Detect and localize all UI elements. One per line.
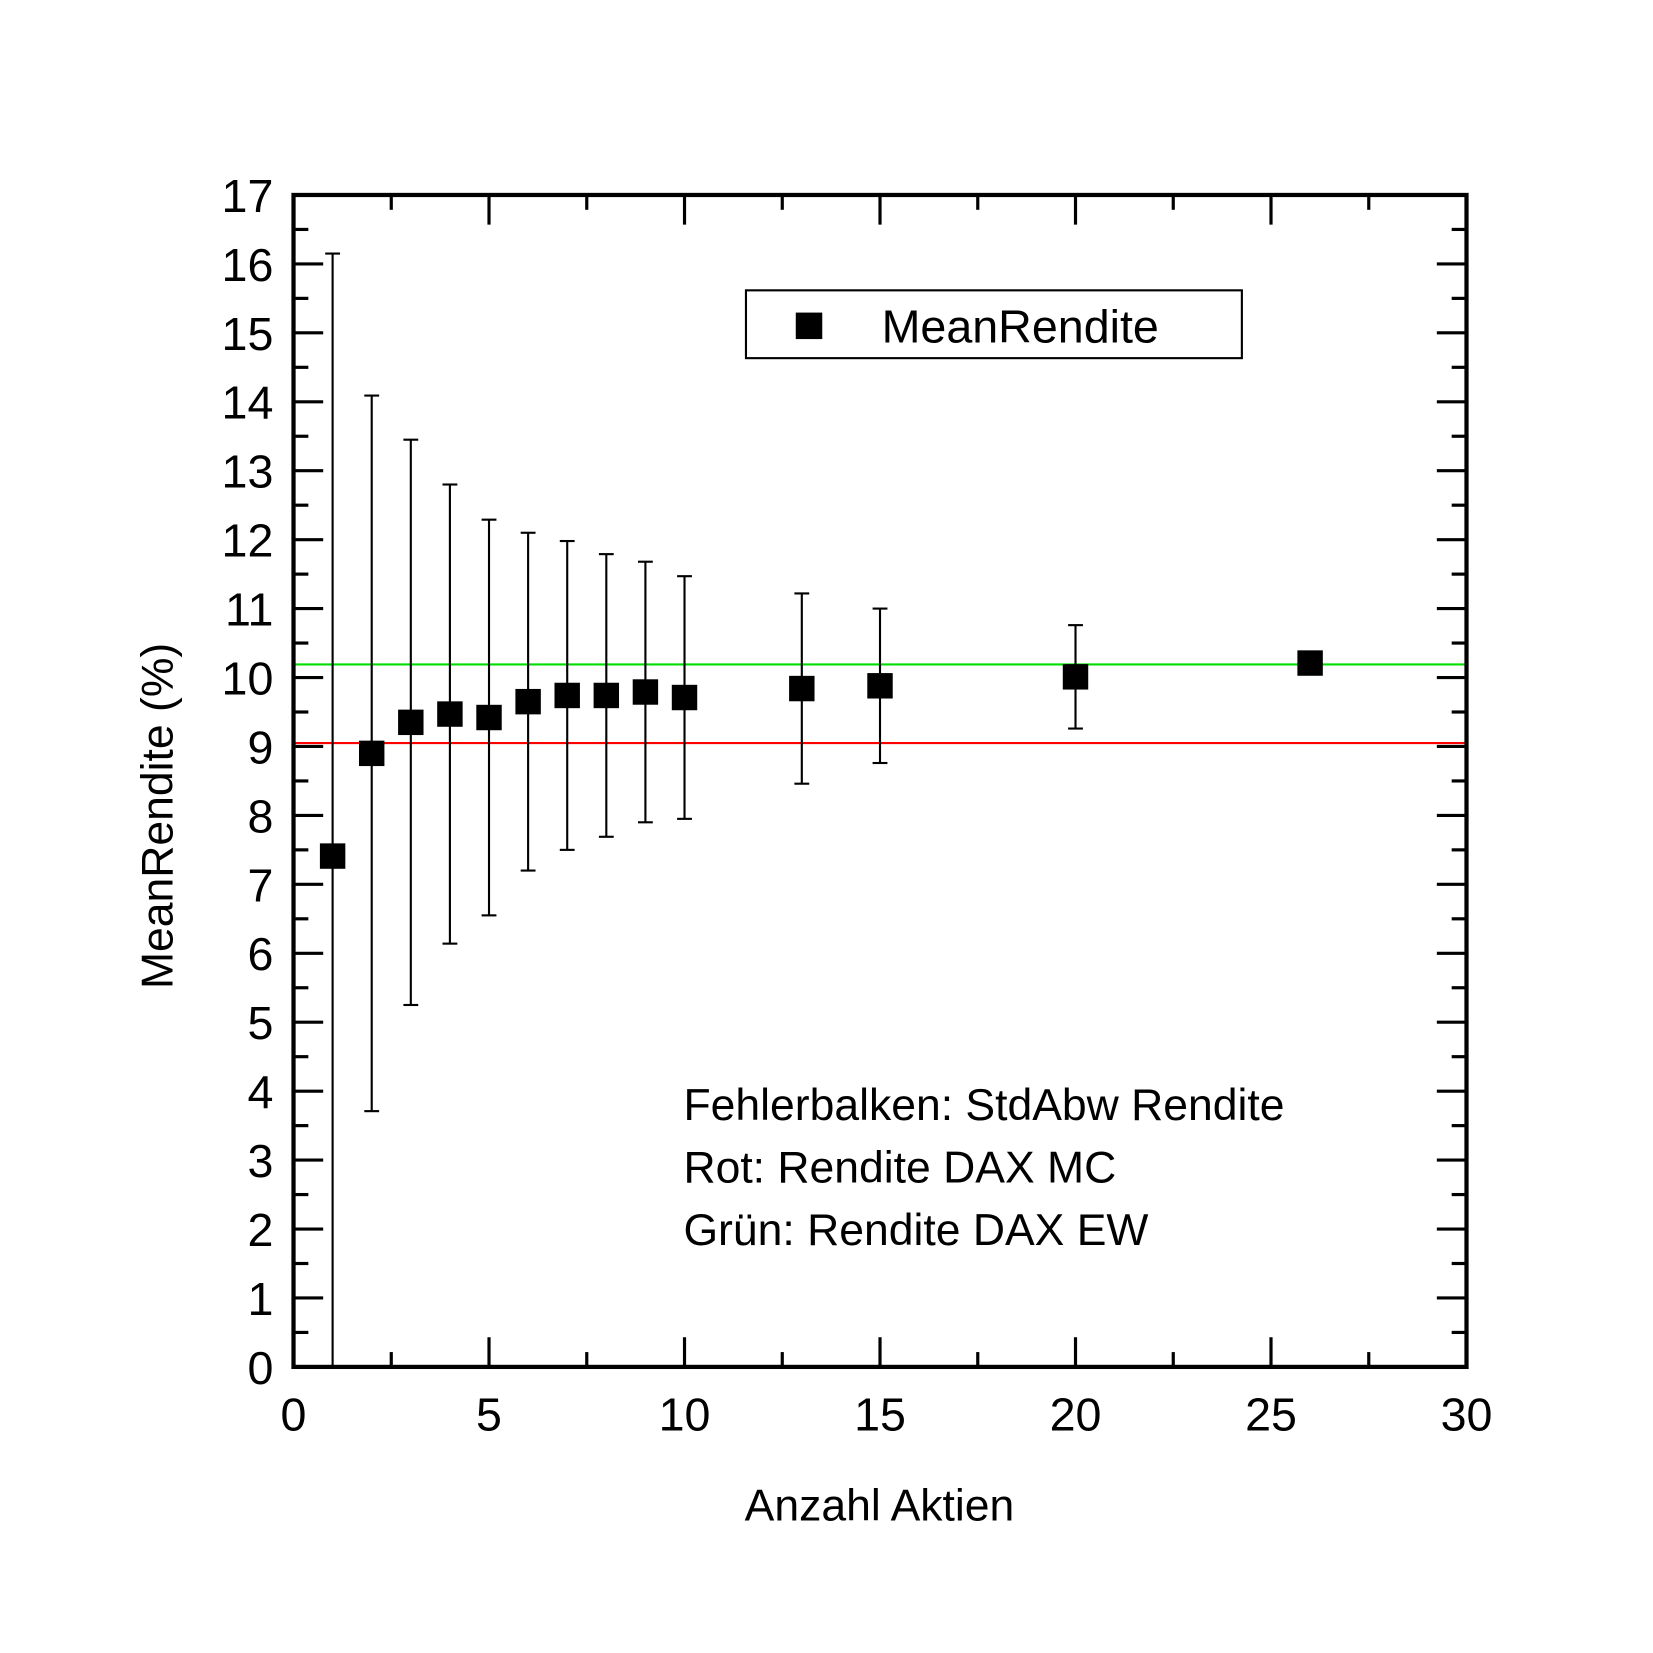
y-tick-label: 12 [222, 515, 274, 567]
data-point [1062, 664, 1089, 690]
data-point [789, 675, 815, 702]
x-tick-label: 20 [1050, 1388, 1102, 1440]
x-tick-label: 25 [1245, 1388, 1297, 1440]
data-point [437, 701, 463, 727]
x-tick-label: 0 [281, 1388, 307, 1440]
y-tick-label: 14 [222, 377, 274, 429]
y-tick-label: 1 [247, 1273, 273, 1325]
data-point [358, 740, 385, 767]
x-tick-label: 10 [659, 1388, 711, 1440]
y-tick-label: 11 [225, 584, 273, 636]
data-point [319, 843, 346, 869]
data-point [398, 709, 424, 736]
y-tick-label: 8 [247, 790, 273, 842]
y-tick-label: 5 [247, 997, 273, 1049]
y-tick-label: 15 [222, 308, 274, 360]
annotation-green: Grün: Rendite DAX EW [683, 1206, 1148, 1255]
y-tick-label: 9 [247, 721, 273, 773]
y-tick-label: 7 [247, 859, 273, 911]
x-tick-label: 5 [476, 1388, 502, 1440]
data-point [515, 688, 541, 715]
annotation-errorbars: Fehlerbalken: StdAbw Rendite [683, 1081, 1284, 1130]
data-point [554, 682, 580, 709]
y-tick-label: 13 [222, 446, 274, 498]
y-tick-label: 6 [247, 928, 273, 980]
y-tick-label: 0 [247, 1342, 273, 1394]
y-axis-label: MeanRendite (%) [134, 643, 183, 989]
data-point [476, 704, 502, 731]
legend-label: MeanRendite [882, 300, 1159, 352]
data-point [593, 682, 620, 709]
legend-marker [795, 312, 823, 340]
data-point [867, 673, 893, 699]
legend: MeanRendite [744, 289, 1243, 360]
x-tick-label: 30 [1441, 1388, 1493, 1440]
y-tick-label: 2 [247, 1204, 273, 1256]
y-tick-label: 17 [222, 170, 274, 222]
data-point [1297, 650, 1323, 676]
y-tick-label: 3 [247, 1135, 273, 1187]
y-tick-label: 4 [247, 1066, 273, 1118]
data-point [632, 679, 659, 705]
annotation-red: Rot: Rendite DAX MC [683, 1144, 1116, 1193]
plot-frame [291, 192, 1469, 1370]
y-tick-label: 10 [222, 652, 274, 704]
y-tick-label: 16 [222, 239, 274, 291]
data-point [671, 684, 698, 711]
x-axis-label: Anzahl Aktien [745, 1482, 1015, 1531]
x-tick-label: 15 [854, 1388, 906, 1440]
